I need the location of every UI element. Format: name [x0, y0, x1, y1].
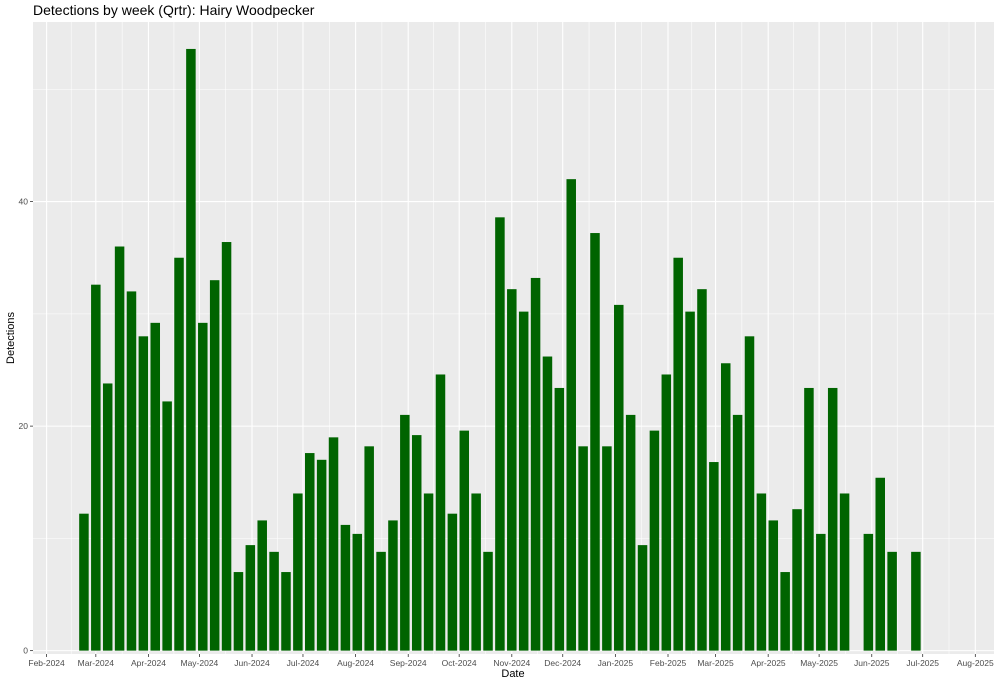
bar [150, 322, 161, 651]
bar [709, 462, 719, 651]
bar [625, 414, 636, 651]
bar [578, 446, 588, 651]
chart-title: Detections by week (Qrtr): Hairy Woodpec… [33, 2, 315, 18]
bar [340, 524, 351, 651]
bar [756, 493, 767, 651]
bar [495, 217, 505, 651]
x-tick-label: Aug-2025 [957, 658, 994, 668]
bar [328, 437, 339, 651]
x-tick-label: Mar-2025 [697, 658, 734, 668]
y-tick-label: 40 [19, 197, 29, 207]
y-tick-label: 0 [23, 646, 28, 656]
bar [780, 572, 790, 651]
bar [352, 533, 363, 651]
x-tick-label: Mar-2024 [78, 658, 115, 668]
bar [364, 446, 374, 651]
y-axis: 0 20 40 [19, 197, 33, 656]
bar [602, 446, 612, 651]
bar [174, 257, 184, 651]
bar [411, 435, 422, 651]
bar [376, 551, 386, 651]
bar [79, 513, 89, 651]
bar [816, 533, 826, 651]
bar [293, 493, 303, 651]
bar [554, 387, 565, 651]
bar [875, 477, 885, 651]
x-tick-label: Apr-2025 [751, 658, 786, 668]
bar [744, 336, 755, 651]
bars [79, 48, 921, 651]
bar [423, 493, 434, 651]
bar [827, 387, 838, 651]
y-tick-label: 20 [19, 421, 29, 431]
bar [661, 374, 672, 651]
bar [887, 551, 897, 651]
bar [542, 356, 553, 651]
bar [792, 509, 802, 651]
x-axis-title: Date [501, 668, 524, 680]
x-tick-label: Nov-2024 [493, 658, 530, 668]
bar [768, 520, 779, 651]
bar [305, 453, 315, 651]
bar [126, 291, 137, 651]
x-tick-label: Jul-2024 [287, 658, 320, 668]
bar [518, 311, 529, 651]
bar [114, 246, 125, 651]
bar [186, 48, 196, 651]
bar [400, 414, 410, 651]
x-tick-label: Oct-2024 [442, 658, 477, 668]
bar [138, 336, 149, 651]
x-tick-label: Feb-2024 [28, 658, 65, 668]
x-tick-label: Jun-2025 [854, 658, 890, 668]
bar [863, 533, 874, 651]
bar [198, 322, 208, 651]
bar [483, 551, 493, 651]
x-tick-label: Sep-2024 [390, 658, 427, 668]
bar [221, 242, 232, 651]
bar [471, 493, 481, 651]
bar [590, 233, 600, 651]
bar [91, 284, 101, 651]
x-tick-label: Aug-2024 [337, 658, 374, 668]
x-tick-label: Feb-2025 [650, 658, 687, 668]
x-tick-label: Apr-2024 [131, 658, 166, 668]
bar [257, 520, 267, 651]
bar [233, 572, 244, 651]
bar [649, 430, 660, 651]
bar [281, 572, 291, 651]
bar [269, 551, 279, 651]
bar [447, 513, 458, 651]
bar [388, 520, 398, 651]
bar [911, 551, 921, 651]
bar [732, 414, 743, 651]
bar [614, 304, 624, 651]
y-axis-title: Detections [5, 312, 17, 364]
x-tick-label: May-2025 [800, 658, 838, 668]
bar [245, 545, 256, 651]
bar [804, 387, 814, 651]
x-tick-label: Jul-2025 [906, 658, 939, 668]
bar [566, 179, 576, 651]
bar [673, 257, 683, 651]
bar [435, 374, 446, 651]
bar [507, 289, 517, 651]
bar [839, 493, 850, 651]
x-tick-label: May-2024 [180, 658, 218, 668]
bar [685, 311, 695, 651]
x-tick-label: Jan-2025 [598, 658, 634, 668]
bar [637, 545, 648, 651]
x-tick-label: Dec-2024 [544, 658, 581, 668]
bar [162, 401, 172, 651]
bar [459, 430, 470, 651]
bar [720, 363, 731, 651]
x-axis: Feb-2024 Mar-2024 Apr-2024 May-2024 Jun-2024… [28, 654, 994, 668]
x-tick-label: Jun-2024 [234, 658, 270, 668]
bar [697, 289, 707, 651]
bar [209, 280, 220, 651]
bar [102, 383, 113, 651]
bar [530, 277, 541, 651]
bar [316, 459, 327, 651]
